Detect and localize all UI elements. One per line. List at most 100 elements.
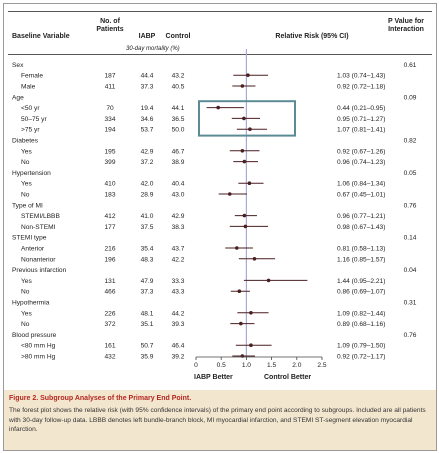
x-tick-label: 0	[194, 362, 198, 369]
header-top-rule	[8, 11, 432, 12]
iabp-mortality: 35.4	[141, 246, 154, 253]
p-value: 0.09	[404, 94, 417, 101]
p-value: 0.05	[404, 170, 417, 177]
header-bottom-rule	[8, 54, 432, 55]
rr-ci-text: 0.89 (0.68–1.16)	[337, 321, 385, 328]
subgroup-label: >80 mm Hg	[21, 354, 56, 361]
patient-count: 194	[104, 127, 115, 134]
figure-panel: Baseline Variable No. of Patients IABP C…	[3, 3, 437, 451]
patient-count: 334	[104, 116, 115, 123]
subgroup-label: <80 mm Hg	[21, 343, 56, 350]
iabp-mortality: 48.3	[141, 256, 154, 263]
p-value: 0.14	[404, 235, 417, 242]
group-label: Hypertension	[12, 170, 51, 177]
control-mortality: 43.0	[172, 192, 185, 199]
group-label: Previous infarction	[12, 267, 67, 274]
iabp-mortality: 41.0	[141, 213, 154, 220]
control-mortality: 44.1	[172, 105, 185, 112]
control-mortality: 46.7	[172, 148, 185, 155]
x-tick-label: 0.5	[217, 362, 226, 369]
rr-ci-text: 1.09 (0.79–1.50)	[337, 343, 385, 350]
rr-ci-text: 1.44 (0.95–2.21)	[337, 278, 385, 285]
rr-ci-text: 0.67 (0.45–1.01)	[337, 192, 385, 199]
point-estimate	[240, 149, 245, 153]
rr-ci-text: 1.16 (0.85–1.57)	[337, 256, 385, 263]
iabp-mortality: 42.9	[141, 148, 154, 155]
control-mortality: 39.2	[172, 354, 185, 361]
control-mortality: 40.4	[172, 181, 185, 188]
footer-control-better: Control Better	[264, 374, 312, 381]
rr-ci-text: 1.09 (0.82–1.44)	[337, 310, 385, 317]
iabp-mortality: 37.3	[141, 84, 154, 91]
subgroup-label: Yes	[21, 148, 32, 155]
header-iabp: IABP	[138, 33, 156, 40]
point-estimate	[242, 213, 247, 218]
iabp-mortality: 35.1	[141, 321, 154, 328]
point-estimate	[248, 127, 252, 131]
header-mortality: 30-day mortality (%)	[126, 46, 180, 52]
group-label: Type of MI	[12, 202, 43, 209]
patient-count: 466	[104, 289, 115, 296]
iabp-mortality: 28.9	[141, 192, 154, 199]
control-mortality: 36.5	[172, 116, 185, 123]
subgroup-label: Non-STEMI	[21, 224, 56, 231]
x-tick-label: 1.0	[242, 362, 251, 369]
forest-plot: Sex 0.61 Female 187 44.4 43.2 1.03 (0.74–1.43)…	[12, 49, 417, 369]
control-mortality: 38.3	[172, 224, 185, 231]
subgroup-label: Yes	[21, 181, 32, 188]
patient-count: 226	[104, 310, 115, 317]
subgroup-label: Male	[21, 84, 36, 91]
p-value: 0.82	[404, 138, 417, 145]
patient-count: 432	[104, 354, 115, 361]
subgroup-label: Yes	[21, 310, 32, 317]
point-estimate	[216, 105, 220, 110]
subgroup-label: Anterior	[21, 246, 45, 253]
control-mortality: 39.3	[172, 321, 185, 328]
patient-count: 70	[106, 105, 114, 112]
point-estimate	[252, 257, 257, 261]
iabp-mortality: 53.7	[141, 127, 154, 134]
patient-count: 195	[104, 148, 115, 155]
rr-ci-text: 1.06 (0.84–1.34)	[337, 181, 385, 188]
header-baseline-variable: Baseline Variable	[12, 33, 70, 40]
rr-ci-text: 0.86 (0.69–1.07)	[337, 289, 385, 296]
point-estimate	[246, 73, 250, 77]
subgroup-label: STEMI/LBBB	[21, 213, 60, 220]
patient-count: 412	[104, 213, 115, 220]
point-estimate	[247, 181, 252, 185]
subgroup-label: No	[21, 192, 30, 199]
p-value: 0.61	[404, 62, 417, 69]
rr-ci-text: 0.96 (0.74–1.23)	[337, 159, 385, 166]
patient-count: 161	[104, 343, 115, 350]
control-mortality: 44.2	[172, 310, 185, 317]
p-value: 0.04	[404, 267, 417, 274]
point-estimate	[249, 311, 253, 315]
subgroup-label: No	[21, 321, 30, 328]
patient-count: 187	[104, 73, 115, 80]
control-mortality: 43.7	[172, 246, 185, 253]
p-value: 0.76	[404, 202, 417, 209]
point-estimate	[243, 224, 248, 229]
iabp-mortality: 34.6	[141, 116, 154, 123]
subgroup-label: 50–75 yr	[21, 116, 47, 123]
rr-ci-text: 0.98 (0.67–1.43)	[337, 224, 385, 231]
control-mortality: 43.2	[172, 73, 185, 80]
rr-ci-text: 0.44 (0.21–0.95)	[337, 105, 385, 112]
control-mortality: 43.3	[172, 289, 185, 296]
control-mortality: 42.2	[172, 256, 185, 263]
group-label: Sex	[12, 62, 24, 69]
rr-ci-text: 0.96 (0.77–1.21)	[337, 213, 385, 220]
iabp-mortality: 37.5	[141, 224, 154, 231]
control-mortality: 38.9	[172, 159, 185, 166]
caption-box: Figure 2. Subgroup Analyses of the Prima…	[4, 390, 436, 450]
group-label: Hypothermia	[12, 300, 50, 307]
patient-count: 183	[104, 192, 115, 199]
rr-ci-text: 0.92 (0.67–1.26)	[337, 148, 385, 155]
p-value: 0.76	[404, 332, 417, 339]
x-tick-label: 2.5	[317, 362, 326, 369]
iabp-mortality: 19.4	[141, 105, 154, 112]
subgroup-label: >75 yr	[21, 127, 40, 134]
point-estimate	[249, 343, 253, 348]
patient-count: 399	[104, 159, 115, 166]
iabp-mortality: 37.2	[141, 159, 154, 166]
